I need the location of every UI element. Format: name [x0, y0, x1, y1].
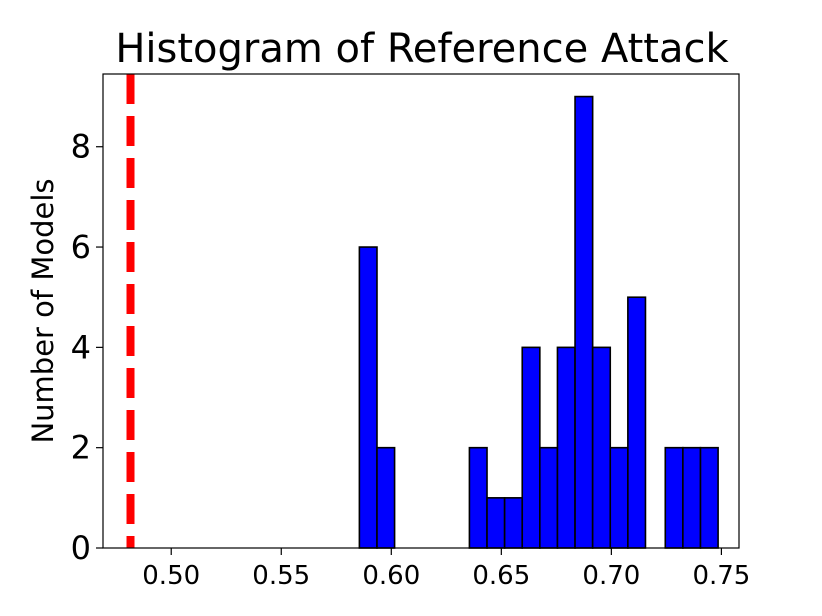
- histogram-bar-5: [521, 346, 541, 549]
- histogram-bar-1: [376, 446, 396, 549]
- x-tick-label-3: 0.65: [472, 561, 530, 591]
- y-tick-label-0: 0: [71, 529, 91, 567]
- histogram-bar-13: [682, 446, 702, 549]
- histogram-bar-14: [699, 446, 719, 549]
- plot-frame: [102, 73, 740, 549]
- histogram-bar-10: [609, 446, 629, 549]
- histogram-bar-3: [486, 497, 506, 549]
- bars-group: [358, 95, 719, 549]
- y-tick-label-1: 2: [71, 429, 91, 467]
- histogram-bar-8: [574, 95, 594, 549]
- histogram-bar-7: [556, 346, 576, 549]
- histogram-bar-12: [664, 446, 684, 549]
- x-tick-label-1: 0.55: [252, 561, 310, 591]
- histogram-bar-0: [358, 246, 378, 549]
- histogram-bar-2: [468, 446, 488, 549]
- x-tick-label-2: 0.60: [362, 561, 420, 591]
- chart-title: Histogram of Reference Attack: [115, 26, 729, 72]
- y-axis-label: Number of Models: [26, 178, 60, 443]
- y-axis-ticks: 0 2 4 6 8: [71, 128, 103, 567]
- histogram-bar-11: [627, 296, 647, 549]
- y-tick-label-4: 8: [71, 128, 91, 166]
- histogram-bar-4: [503, 497, 524, 549]
- x-tick-label-0: 0.50: [142, 561, 200, 591]
- histogram-bar-6: [539, 446, 559, 549]
- x-tick-label-5: 0.75: [692, 561, 750, 591]
- y-tick-label-2: 4: [71, 328, 91, 366]
- x-tick-label-4: 0.70: [582, 561, 640, 591]
- y-tick-label-3: 6: [71, 228, 91, 266]
- x-axis-ticks: 0.50 0.55 0.60 0.65 0.70 0.75: [142, 548, 750, 591]
- histogram-bar-9: [591, 346, 612, 549]
